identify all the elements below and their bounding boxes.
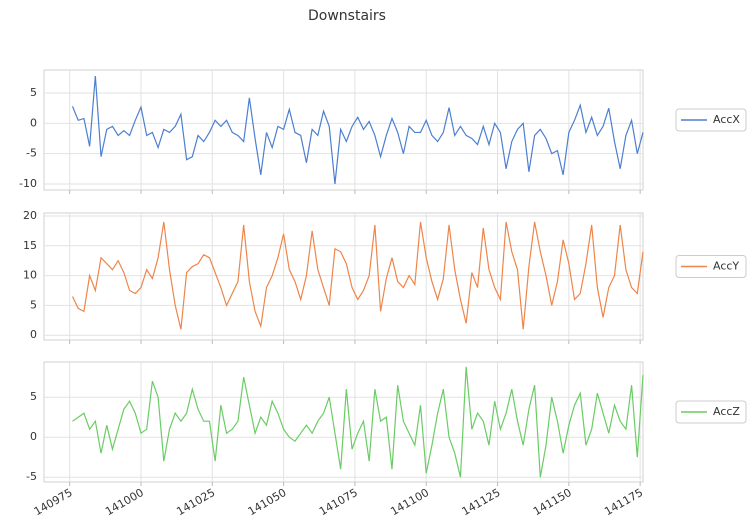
- x-tick-label: 141175: [602, 486, 645, 518]
- x-tick-label: 141075: [317, 486, 360, 518]
- data-line: [71, 76, 644, 185]
- data-line: [72, 366, 644, 478]
- legend-box: [675, 400, 747, 424]
- y-tick-label: 0: [30, 116, 37, 129]
- x-tick-label: 141025: [174, 486, 217, 518]
- legend-label: AccY: [713, 260, 739, 273]
- y-tick-label: 10: [23, 269, 37, 282]
- legend-label: AccZ: [713, 405, 740, 418]
- y-tick-label: 0: [30, 328, 37, 341]
- y-tick-label: 0: [30, 430, 37, 443]
- legend-box: [675, 255, 747, 278]
- y-tick-label: 5: [30, 390, 37, 403]
- data-line: [71, 221, 644, 330]
- x-tick-label: 141100: [388, 486, 431, 518]
- x-tick-label: 141150: [531, 486, 574, 518]
- figure-title: Downstairs: [308, 8, 386, 24]
- y-tick-label: -5: [26, 470, 37, 483]
- x-tick-label: 141000: [103, 486, 146, 518]
- y-tick-label: 5: [30, 86, 37, 99]
- plot-area: [43, 212, 644, 341]
- legend-box: [675, 108, 747, 132]
- x-tick-label: 141125: [460, 486, 503, 518]
- legend-label: AccX: [713, 113, 740, 126]
- plot-area: [43, 69, 644, 191]
- y-tick-label: 5: [30, 298, 37, 311]
- y-tick-label: -5: [26, 147, 37, 160]
- y-tick-label: 15: [23, 239, 37, 252]
- x-tick-label: 140975: [32, 486, 75, 518]
- y-tick-label: 20: [23, 209, 37, 222]
- x-tick-label: 141050: [246, 486, 289, 518]
- y-tick-label: -10: [19, 177, 37, 190]
